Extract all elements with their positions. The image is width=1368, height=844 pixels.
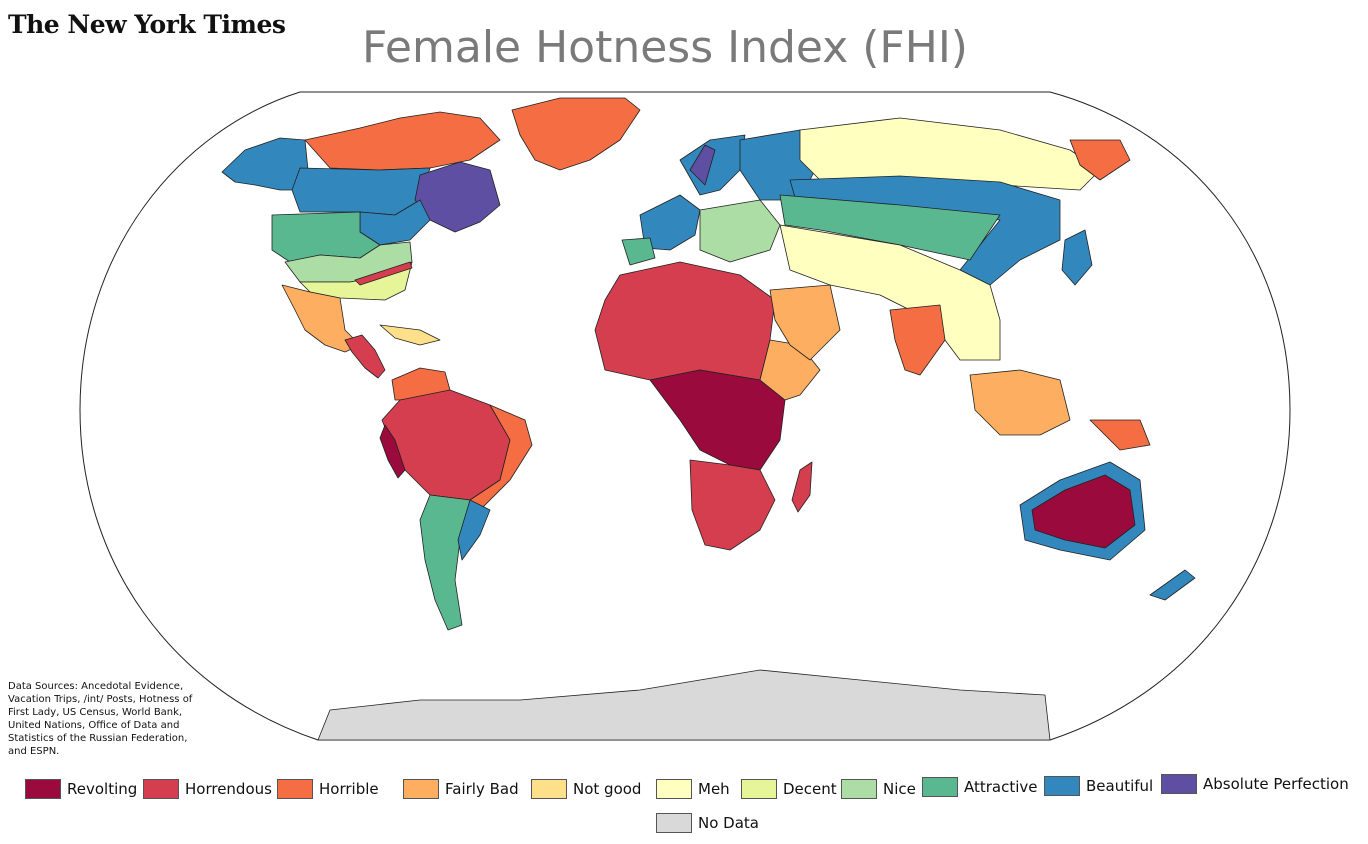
legend-swatch: [922, 777, 958, 797]
legend-swatch: [403, 779, 439, 799]
legend-swatch: [1161, 774, 1197, 794]
legend-label: Not good: [573, 780, 642, 798]
legend-label: Meh: [698, 780, 730, 798]
region-kamchatka: [1069, 139, 1131, 181]
legend-swatch: [277, 779, 313, 799]
legend-swatch: [656, 779, 692, 799]
legend-label: Attractive: [964, 778, 1038, 796]
region-antarctica: [317, 669, 1051, 740]
region-new-zealand: [1149, 569, 1196, 601]
legend-swatch: [25, 779, 61, 799]
legend-swatch: [531, 779, 567, 799]
region-india: [889, 304, 946, 376]
region-new-guinea: [1089, 419, 1151, 451]
region-middle-east: [779, 224, 1001, 361]
nyt-logo: The New York Times: [8, 10, 286, 39]
map-title: Female Hotness Index (FHI): [362, 22, 968, 73]
legend-swatch: [143, 779, 179, 799]
region-usa-band: [354, 261, 413, 286]
region-madagascar: [791, 461, 813, 513]
legend-swatch: [1044, 776, 1080, 796]
legend-label: Decent: [783, 780, 837, 798]
legend-label: Horrendous: [185, 780, 272, 798]
region-peru: [379, 424, 406, 479]
region-siberia: [799, 117, 1101, 191]
region-caribbean: [379, 324, 441, 346]
region-japan: [1061, 229, 1093, 286]
legend-label: Horrible: [319, 780, 379, 798]
legend-label: Absolute Perfection: [1203, 775, 1349, 793]
region-central-asia: [779, 194, 1001, 261]
region-central-america: [344, 334, 386, 379]
legend-label: Nice: [883, 780, 916, 798]
legend-label: Fairly Bad: [445, 780, 519, 798]
region-southeast-asia: [969, 369, 1071, 436]
region-uruguay: [457, 499, 491, 561]
region-iberia: [621, 237, 656, 266]
region-arabia: [769, 284, 841, 361]
region-sweden: [689, 144, 716, 186]
legend-swatch: [656, 813, 692, 833]
data-sources-note: Data Sources: Ancedotal Evidence, Vacati…: [8, 681, 193, 757]
region-australia-inland: [1031, 474, 1136, 549]
legend-swatch: [841, 779, 877, 799]
legend-swatch: [741, 779, 777, 799]
region-greenland: [511, 97, 641, 171]
legend-label: No Data: [698, 814, 759, 832]
legend-label: Beautiful: [1086, 777, 1154, 795]
legend-label: Revolting: [67, 780, 138, 798]
region-africa-south: [689, 459, 776, 551]
